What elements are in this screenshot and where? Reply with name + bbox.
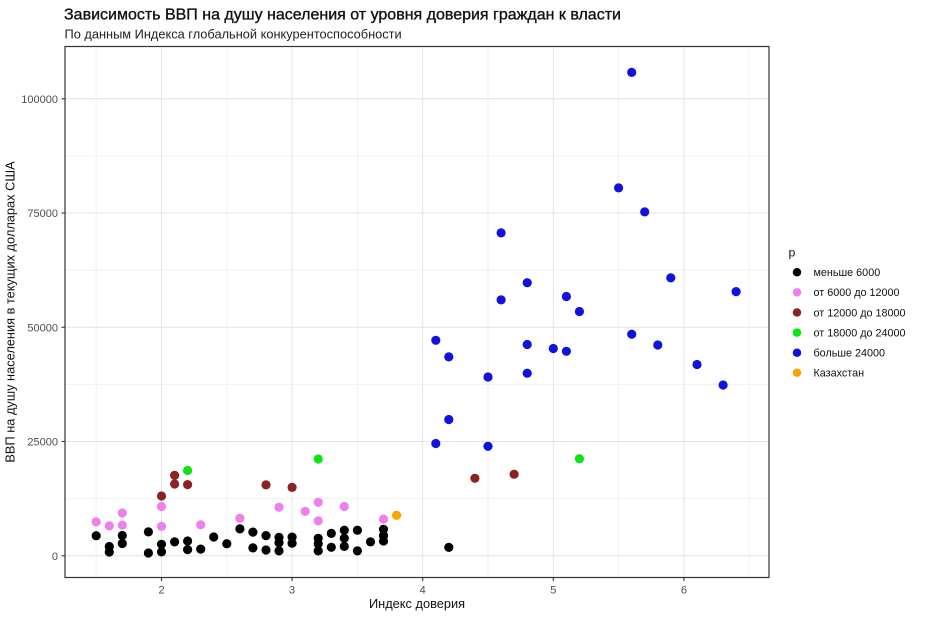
svg-text:5: 5 bbox=[550, 585, 556, 597]
svg-text:от 6000 до 12000: от 6000 до 12000 bbox=[814, 287, 900, 299]
svg-text:6: 6 bbox=[681, 585, 687, 597]
svg-text:3: 3 bbox=[289, 585, 295, 597]
svg-text:ВВП на душу населения в текущи: ВВП на душу населения в текущих долларах… bbox=[3, 161, 18, 463]
svg-text:Зависимость ВВП на душу населе: Зависимость ВВП на душу населения от уро… bbox=[64, 7, 621, 24]
svg-text:Индекс доверия: Индекс доверия bbox=[369, 596, 465, 611]
svg-text:25000: 25000 bbox=[27, 437, 58, 449]
svg-text:от 18000 до 24000: от 18000 до 24000 bbox=[814, 327, 906, 339]
svg-text:50000: 50000 bbox=[27, 322, 58, 334]
svg-text:По данным Индекса глобальной к: По данным Индекса глобальной конкурентос… bbox=[65, 27, 402, 42]
svg-text:0: 0 bbox=[52, 551, 58, 563]
svg-text:2: 2 bbox=[158, 585, 164, 597]
svg-text:меньше 6000: меньше 6000 bbox=[814, 267, 881, 279]
svg-text:4: 4 bbox=[420, 585, 426, 597]
svg-text:от 12000 до 18000: от 12000 до 18000 bbox=[814, 307, 906, 319]
svg-text:Казахстан: Казахстан bbox=[814, 368, 865, 380]
svg-text:p: p bbox=[789, 246, 796, 260]
svg-text:больше 24000: больше 24000 bbox=[814, 348, 886, 360]
svg-text:75000: 75000 bbox=[27, 208, 58, 220]
svg-text:100000: 100000 bbox=[21, 94, 58, 106]
